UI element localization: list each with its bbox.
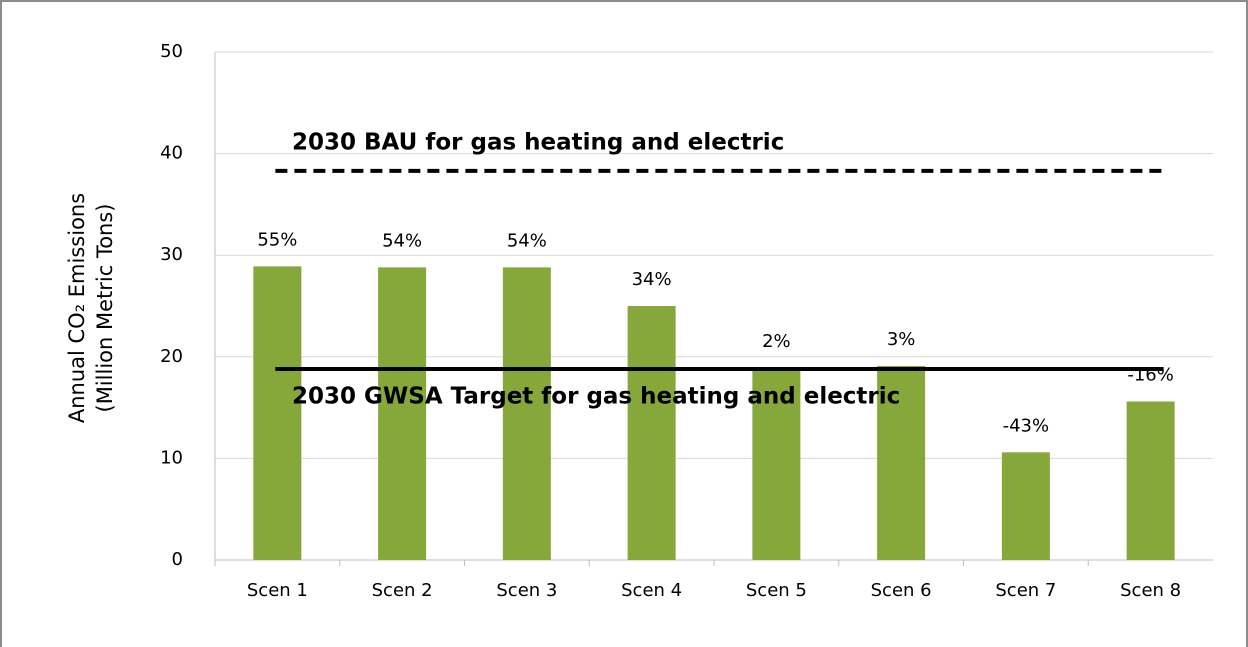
x-tick-label: Scen 6 <box>871 580 932 601</box>
x-tick-label: Scen 3 <box>496 580 557 601</box>
bar-annotation: 3% <box>887 329 916 350</box>
bar <box>502 267 551 560</box>
y-tick-label: 0 <box>172 549 183 570</box>
bar-annotation: -43% <box>1003 415 1050 436</box>
y-axis-title: Annual CO₂ Emissions (Million Metric Ton… <box>65 193 117 423</box>
reference-label: 2030 GWSA Target for gas heating and ele… <box>292 383 900 409</box>
bar-annotation: 55% <box>257 229 297 250</box>
bar <box>1001 452 1050 560</box>
bar-annotation: 34% <box>632 269 672 290</box>
y-tick-label: 10 <box>160 447 183 468</box>
bar <box>877 365 926 560</box>
bar-annotation: 54% <box>382 230 422 251</box>
y-tick-label: 40 <box>160 143 183 164</box>
bar <box>627 306 676 560</box>
reference-label: 2030 BAU for gas heating and electric <box>292 129 784 155</box>
bar-annotation: 54% <box>507 230 547 251</box>
x-tick-label: Scen 4 <box>621 580 682 601</box>
y-tick-label: 30 <box>160 244 183 265</box>
x-tick-label: Scen 8 <box>1120 580 1181 601</box>
y-axis-label: Annual CO₂ Emissions <box>65 193 89 423</box>
y-axis-label: (Million Metric Tons) <box>93 204 117 413</box>
x-tick-label: Scen 2 <box>372 580 433 601</box>
bar-annotation: 2% <box>762 331 791 352</box>
y-tick-label: 50 <box>160 41 183 62</box>
x-tick-label: Scen 1 <box>247 580 308 601</box>
bar <box>752 367 801 560</box>
x-tick-label: Scen 5 <box>746 580 807 601</box>
bar <box>253 266 302 560</box>
bar <box>1126 401 1175 560</box>
x-tick-label: Scen 7 <box>995 580 1056 601</box>
y-tick-label: 20 <box>160 346 183 367</box>
bar <box>378 267 427 560</box>
